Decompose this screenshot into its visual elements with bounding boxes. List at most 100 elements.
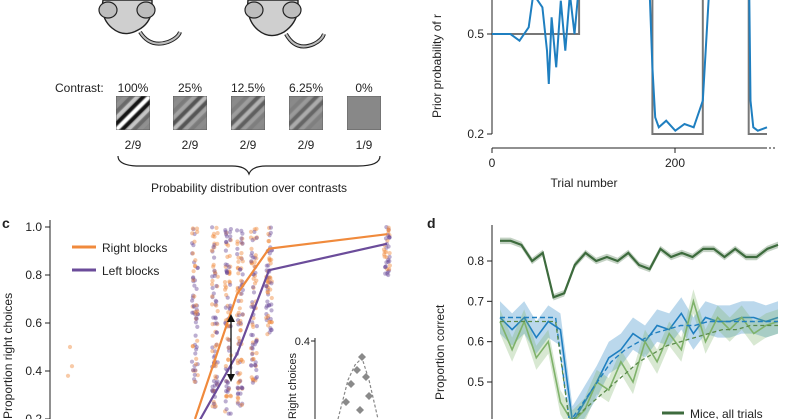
contrast-gratings <box>116 96 381 130</box>
c-left-blocks-line <box>199 242 388 419</box>
d-mice-all-trials-line <box>500 239 779 299</box>
c-dot <box>254 351 259 356</box>
c-dot <box>190 241 195 246</box>
c-dot <box>214 321 219 326</box>
c-dot <box>268 261 273 266</box>
c-dot <box>235 228 240 233</box>
c-dot <box>238 371 243 376</box>
c-dot <box>267 330 272 335</box>
legend-right-blocks: Right blocks <box>102 241 167 255</box>
c-dot <box>195 309 200 314</box>
c-dot <box>214 330 219 335</box>
c-dot <box>236 271 241 276</box>
c-dot <box>250 352 255 357</box>
c-dot <box>264 284 269 289</box>
c-ylabel: Proportion right choices <box>1 293 15 419</box>
b-ylabel: Prior probability of r <box>430 14 444 118</box>
c-dot <box>224 268 229 273</box>
c-dot <box>228 393 233 398</box>
d-ytick-label-0.8: 0.8 <box>467 254 484 268</box>
c-dot <box>225 380 230 385</box>
c-dot <box>264 305 269 310</box>
contrast-12-5: 12.5% <box>231 81 265 95</box>
c-dot <box>213 364 218 369</box>
c-dot <box>265 289 270 295</box>
c-dot <box>223 262 228 267</box>
c-dot <box>214 303 219 308</box>
c-dot <box>387 254 392 260</box>
c-dot <box>210 349 215 354</box>
c-dot <box>240 236 245 241</box>
c-inset: Right choices 0.4 <box>286 325 386 419</box>
c-dot <box>387 251 392 256</box>
c-dot <box>238 391 243 396</box>
c-dot <box>238 318 243 324</box>
d-panel-letter: d <box>427 215 436 231</box>
contrast-100: 100% <box>118 81 149 95</box>
b-xlabel: Trial number <box>551 176 618 190</box>
c-dot <box>192 283 197 288</box>
contrast-6-25: 6.25% <box>289 81 323 95</box>
c-dot <box>210 404 215 409</box>
c-dot <box>236 259 241 264</box>
c-dot <box>266 292 271 297</box>
c-dot <box>250 377 255 382</box>
c-dot <box>386 259 391 265</box>
c-dot <box>383 264 388 269</box>
c-dot <box>254 278 259 283</box>
c-dot <box>253 253 258 258</box>
panel-d: d Proportion correct 0.8 0.7 0.6 0.5 Mice, … <box>427 215 779 419</box>
c-dot <box>192 239 197 244</box>
c-dot <box>264 263 269 268</box>
c-dot <box>214 283 219 289</box>
panel-c: c Proportion right choices 1.0 0.8 0.6 0.4 0… <box>1 215 392 419</box>
c-dot <box>386 272 391 278</box>
c-dot <box>193 333 198 338</box>
c-dot <box>249 363 254 368</box>
c-dot <box>240 241 245 246</box>
c-legend: Right blocks Left blocks <box>72 241 167 278</box>
c-dot <box>235 252 240 257</box>
c-dot <box>238 328 243 333</box>
c-dot <box>251 272 256 277</box>
c-dot <box>191 310 196 315</box>
c-dot <box>193 379 198 384</box>
c-dot <box>193 368 198 373</box>
c-dot <box>223 228 228 233</box>
c-dot <box>190 344 195 349</box>
c-dot <box>228 394 233 399</box>
c-dot <box>209 248 215 253</box>
c-dot <box>250 346 255 351</box>
c-dot <box>191 279 196 284</box>
c-dot <box>224 241 229 246</box>
d-ytick-label-0.7: 0.7 <box>467 294 484 308</box>
c-dot <box>382 249 387 254</box>
c-dot <box>236 266 241 271</box>
c-dot <box>239 251 244 256</box>
c-dot <box>228 238 233 243</box>
c-dot <box>191 293 196 298</box>
c-dot <box>228 282 233 287</box>
c-dot <box>225 270 230 276</box>
c-dot <box>251 276 256 281</box>
c-dot <box>265 279 270 284</box>
c-dot <box>235 370 240 375</box>
c-dot <box>192 304 197 309</box>
c-dot <box>190 226 195 231</box>
c-dot <box>227 323 232 329</box>
c-dot <box>252 227 257 232</box>
c-dot <box>386 257 391 262</box>
contrast-label: Contrast: <box>55 81 104 95</box>
c-dot <box>382 254 387 259</box>
c-dot <box>381 247 387 252</box>
curly-brace <box>117 155 381 176</box>
c-dot <box>250 340 255 345</box>
c-dot <box>240 312 245 317</box>
c-dot <box>191 243 196 248</box>
c-dot <box>190 251 195 256</box>
c-dot <box>253 363 258 368</box>
c-dot <box>228 264 233 269</box>
c-dot <box>210 274 215 279</box>
c-dot <box>228 227 233 232</box>
c-dot <box>236 298 241 304</box>
